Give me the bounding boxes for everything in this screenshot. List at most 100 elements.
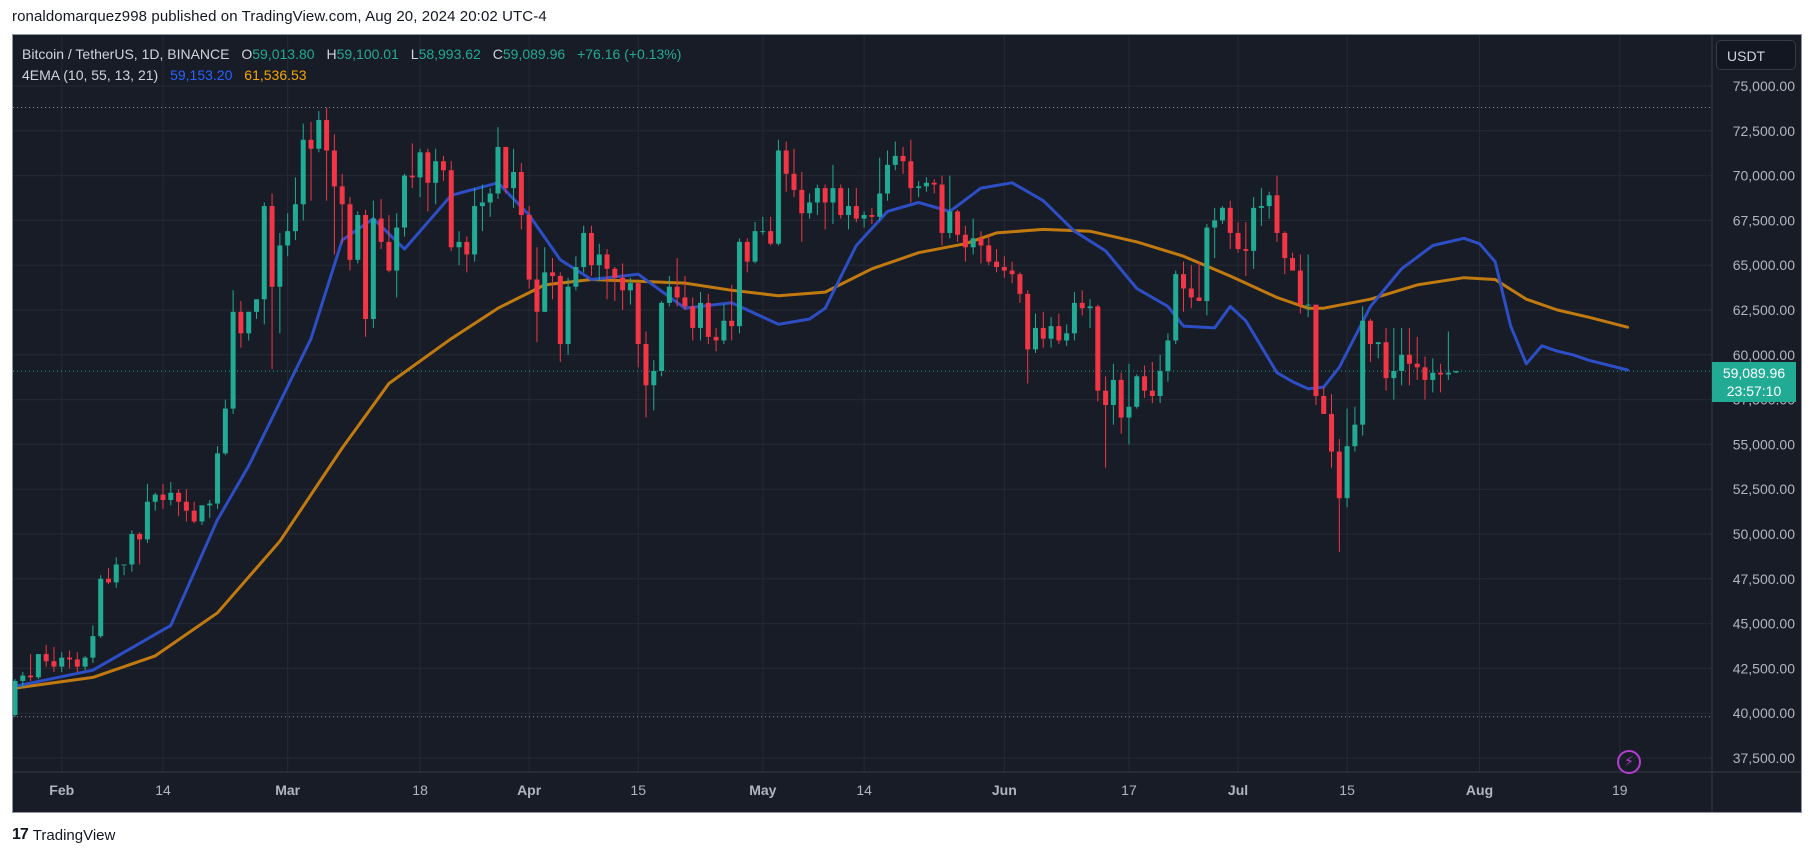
time-tick-label: Aug: [1466, 782, 1493, 798]
candle: [627, 277, 633, 305]
candle: [1367, 318, 1373, 362]
candle: [729, 284, 735, 341]
candle: [526, 206, 532, 289]
price-tick-label: 50,000.00: [1733, 526, 1795, 542]
price-tick-label: 72,500.00: [1733, 123, 1795, 139]
candle: [962, 225, 968, 262]
candle: [1095, 304, 1101, 402]
time-tick-label: 14: [856, 782, 872, 798]
time-tick-label: 19: [1612, 782, 1628, 798]
price-tick-label: 60,000.00: [1733, 347, 1795, 363]
candle: [705, 293, 711, 345]
candle: [261, 202, 267, 325]
candle: [1001, 256, 1007, 278]
price-tick-label: 52,500.00: [1733, 481, 1795, 497]
time-tick-label: Jul: [1228, 782, 1248, 798]
candle: [1048, 317, 1054, 348]
candle: [970, 218, 976, 255]
candle: [152, 492, 158, 511]
ema-fast-line: [13, 181, 1629, 688]
indicator-title[interactable]: 4EMA (10, 55, 13, 21): [22, 67, 159, 83]
candle: [433, 148, 439, 205]
candle: [612, 266, 618, 302]
candle: [269, 193, 275, 370]
close-label: C: [492, 46, 503, 62]
candle: [90, 625, 96, 664]
time-tick-label: 17: [1121, 782, 1137, 798]
candle: [129, 530, 135, 572]
candle: [1103, 376, 1109, 468]
time-tick-label: 15: [1339, 782, 1355, 798]
candle: [518, 163, 524, 230]
candle: [1149, 361, 1155, 404]
candle: [1110, 363, 1116, 425]
candle: [1219, 206, 1225, 224]
candle: [183, 489, 189, 522]
candle: [316, 111, 322, 153]
candle: [955, 209, 961, 242]
candle: [1243, 222, 1249, 276]
time-tick-label: Feb: [49, 782, 74, 798]
candle: [682, 275, 688, 310]
candle: [35, 654, 41, 680]
candle: [1282, 231, 1288, 275]
candle: [573, 256, 579, 291]
time-tick-label: 14: [155, 782, 171, 798]
candle: [604, 249, 610, 300]
candle: [82, 655, 88, 671]
candle: [713, 327, 719, 352]
candle: [1313, 304, 1319, 405]
candle: [814, 184, 820, 216]
candle: [853, 188, 859, 223]
candle: [339, 173, 345, 244]
candle: [1025, 290, 1031, 384]
candle: [1406, 327, 1412, 386]
price-tick-label: 70,000.00: [1733, 168, 1795, 184]
price-tick-label: 37,500.00: [1733, 750, 1795, 766]
candle: [370, 200, 376, 328]
candle: [464, 236, 470, 273]
candle: [1414, 336, 1420, 380]
candle: [1321, 387, 1327, 414]
candle: [916, 180, 922, 198]
candle: [674, 258, 680, 307]
candle: [1118, 372, 1124, 434]
time-axis[interactable]: Feb 14 Mar 18 Apr 15 May 14 Jun 17 Jul 15 Aug 19: [49, 782, 1627, 798]
candle: [768, 216, 774, 246]
candle: [838, 184, 844, 219]
candle: [1274, 175, 1280, 242]
candle: [1064, 324, 1070, 346]
price-tick-label: 67,500.00: [1733, 212, 1795, 228]
price-tick-label: 42,500.00: [1733, 660, 1795, 676]
high-value: 59,100.01: [336, 46, 399, 62]
candle: [222, 399, 228, 456]
candle: [923, 177, 929, 192]
candle: [487, 188, 493, 217]
candle: [1344, 408, 1350, 508]
candle: [1383, 327, 1389, 391]
price-chart[interactable]: 75,000.00 72,500.00 70,000.00 67,500.00 65,0…: [13, 35, 1801, 812]
candle: [253, 299, 259, 319]
candle: [456, 231, 462, 266]
candle: [651, 360, 657, 411]
price-tick-label: 62,500.00: [1733, 302, 1795, 318]
candle: [1087, 299, 1093, 328]
lightning-icon[interactable]: ⚡︎: [1617, 750, 1641, 774]
candle: [877, 157, 883, 221]
candle: [783, 141, 789, 192]
candle: [900, 146, 906, 174]
candle: [1336, 439, 1342, 552]
candle: [105, 568, 111, 585]
footer: 17 TradingView: [12, 826, 115, 844]
candle: [1422, 356, 1428, 400]
symbol-title[interactable]: Bitcoin / TetherUS, 1D, BINANCE: [22, 46, 230, 62]
candle: [363, 209, 369, 337]
last-price-value: 59,089.96: [1722, 365, 1786, 381]
candle: [534, 247, 540, 343]
candle: [1079, 290, 1085, 316]
currency-button[interactable]: USDT: [1716, 40, 1796, 70]
publication-line: ronaldomarquez998 published on TradingVi…: [12, 8, 547, 25]
indicator-row: 4EMA (10, 55, 13, 21) 59,153.20 61,536.5…: [22, 65, 681, 86]
candle: [425, 148, 431, 212]
candle: [565, 277, 571, 355]
